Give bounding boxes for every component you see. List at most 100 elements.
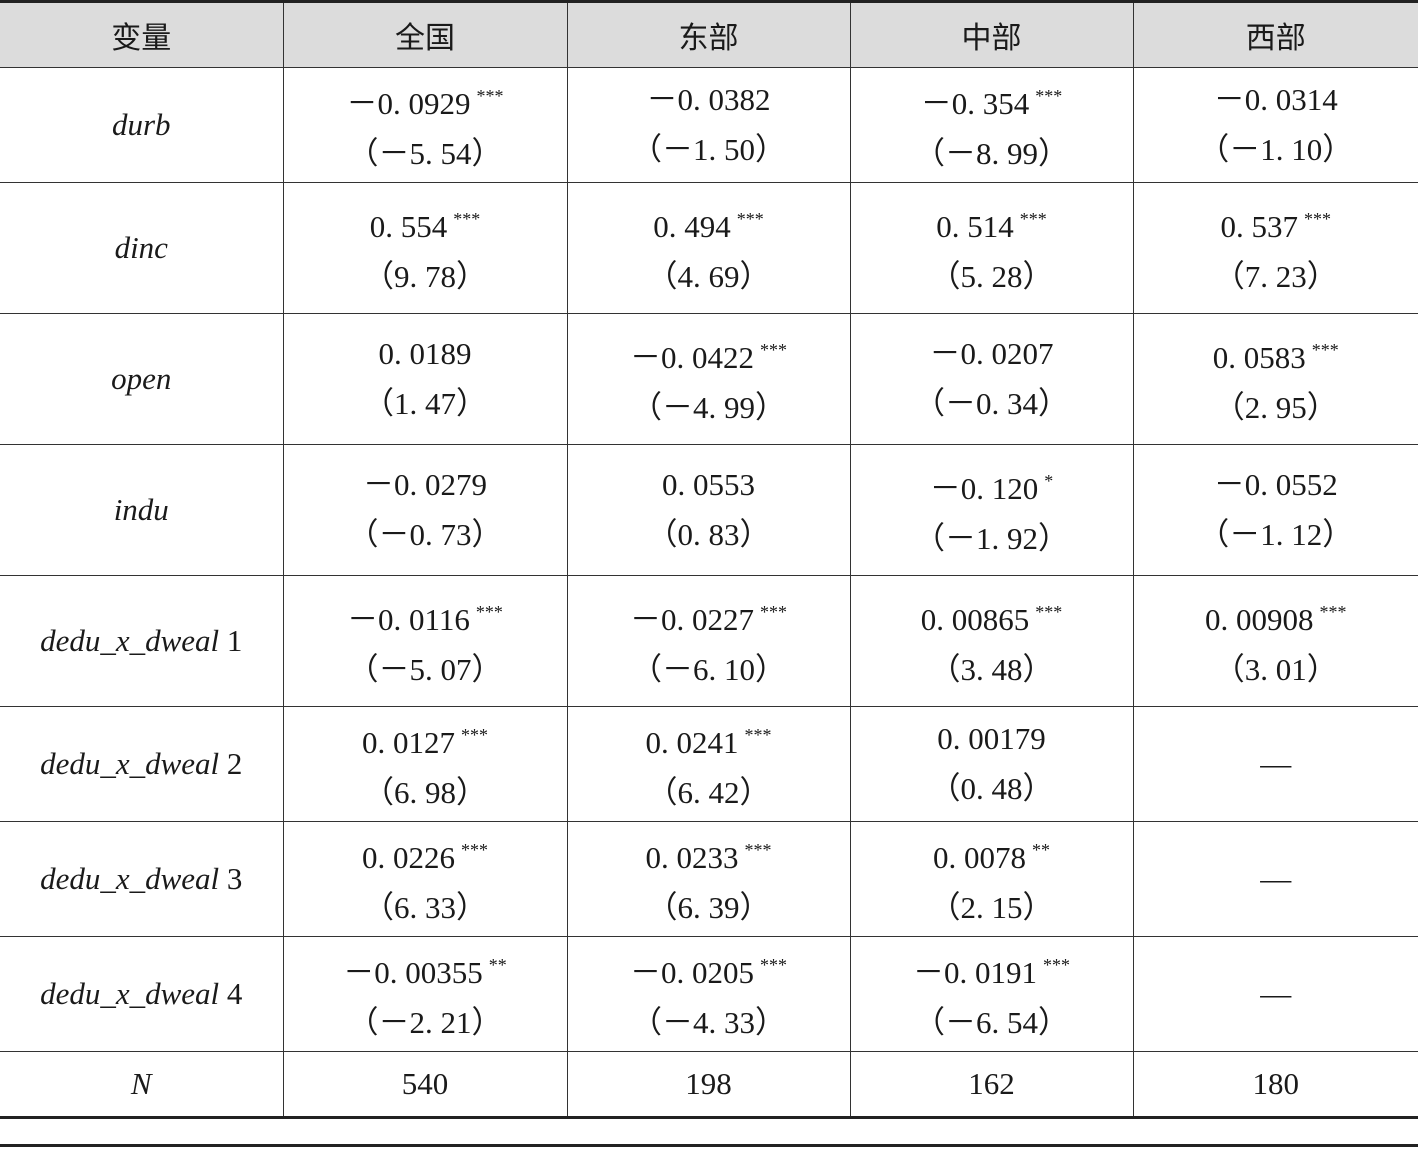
variable-name: open xyxy=(111,361,172,396)
value-cell: 0. 554 *** （9. 78） xyxy=(282,182,568,314)
t-statistic: （9. 78） xyxy=(363,259,487,294)
significance: *** xyxy=(1035,86,1063,106)
value-cell: －0. 0207 （－0. 34） xyxy=(849,313,1134,445)
t-statistic: （0. 83） xyxy=(646,517,771,552)
t-statistic: （－1. 92） xyxy=(914,521,1069,556)
coefficient: 0. 00865 xyxy=(920,602,1030,637)
coefficient: 0. 537 xyxy=(1220,209,1299,244)
t-line: （6. 39） xyxy=(568,883,850,933)
t-statistic: （5. 28） xyxy=(929,259,1054,294)
significance: *** xyxy=(1019,209,1047,229)
coefficient: －0. 0552 xyxy=(1213,467,1338,502)
coef-line: 0. 0553 xyxy=(568,460,850,510)
n-value: 540 xyxy=(282,1051,568,1118)
variable-name: dedu_x_dweal xyxy=(40,861,220,896)
coefficient: 0. 554 xyxy=(369,209,448,244)
n-value: 162 xyxy=(849,1051,1134,1118)
coefficient: 0. 00179 xyxy=(937,721,1046,756)
t-statistic: （6. 39） xyxy=(646,890,771,925)
data-row: open 0. 0189 （1. 47） －0. 0422 *** （－4. 99） －0.… xyxy=(0,313,1418,445)
coef-line: －0. 0422 *** xyxy=(568,325,850,383)
coef-line: 0. 494 *** xyxy=(568,194,850,252)
t-line: （－0. 73） xyxy=(284,510,567,560)
significance: *** xyxy=(461,840,488,860)
coefficient: －0. 120 xyxy=(929,471,1039,506)
t-line: （－5. 54） xyxy=(284,129,567,179)
variable-index: 3 xyxy=(226,861,243,896)
t-statistic: （0. 48） xyxy=(929,771,1054,806)
significance: *** xyxy=(453,209,481,229)
significance: *** xyxy=(461,725,488,745)
t-line: （－5. 07） xyxy=(284,645,567,695)
significance: *** xyxy=(1304,209,1331,229)
header-cell: 东部 xyxy=(566,1,851,68)
t-statistic: （－4. 33） xyxy=(631,1005,786,1040)
coef-line: －0. 0279 xyxy=(284,460,567,510)
coefficient: －0. 0207 xyxy=(929,336,1054,371)
value-cell: －0. 0227 *** （－6. 10） xyxy=(566,575,851,707)
t-line: （1. 47） xyxy=(284,379,567,429)
t-statistic: （－5. 07） xyxy=(347,652,503,687)
t-line: （4. 69） xyxy=(568,252,850,302)
coefficient: 0. 0189 xyxy=(378,336,472,371)
coef-line: 0. 537 *** xyxy=(1134,194,1418,252)
coefficient: 0. 0583 xyxy=(1212,340,1306,375)
value-cell: 0. 0233 *** （6. 39） xyxy=(566,821,851,937)
coefficient: －0. 0314 xyxy=(1213,82,1338,117)
variable-cell: open xyxy=(0,313,284,445)
coefficient: －0. 0227 xyxy=(630,602,754,637)
dash: — xyxy=(1260,746,1292,781)
variable-index: 2 xyxy=(226,746,243,781)
t-line: （0. 83） xyxy=(568,510,850,560)
value-cell: －0. 0279 （－0. 73） xyxy=(282,444,568,576)
coefficient: 0. 0241 xyxy=(645,725,739,760)
data-row: dedu_x_dweal 1 －0. 0116 *** （－5. 07） －0. 022… xyxy=(0,575,1418,707)
header-cell: 全国 xyxy=(282,1,568,68)
t-statistic: （－2. 21） xyxy=(347,1005,503,1040)
coefficient: 0. 494 xyxy=(653,209,731,244)
coefficient: －0. 0382 xyxy=(646,82,771,117)
header-cell: 变量 xyxy=(0,1,284,68)
value-cell: －0. 0314 （－1. 10） xyxy=(1132,67,1418,183)
significance: *** xyxy=(476,86,504,106)
variable-cell: durb xyxy=(0,67,284,183)
coef-line: －0. 0205 *** xyxy=(568,940,850,998)
variable-name: indu xyxy=(113,492,169,527)
n-row: N 540 198 162 180 xyxy=(0,1051,1418,1118)
value-cell: 0. 00865 *** （3. 48） xyxy=(849,575,1134,707)
value-cell: 0. 0189 （1. 47） xyxy=(282,313,568,445)
coef-line: －0. 0207 xyxy=(851,329,1133,379)
coef-line: －0. 0929 *** xyxy=(284,71,567,129)
significance: *** xyxy=(1311,340,1339,360)
t-line: （－8. 99） xyxy=(851,129,1133,179)
coef-line: 0. 00179 xyxy=(851,714,1133,764)
t-line: （2. 95） xyxy=(1134,383,1418,433)
t-statistic: （6. 98） xyxy=(363,775,487,810)
coefficient: 0. 0127 xyxy=(362,725,455,760)
t-line: （9. 78） xyxy=(284,252,567,302)
header-row: 变量 全国 东部 中部 西部 xyxy=(0,1,1418,68)
coef-line: －0. 0116 *** xyxy=(284,587,567,645)
variable-name: dinc xyxy=(114,230,168,265)
t-statistic: （－6. 10） xyxy=(631,652,786,687)
data-row: durb －0. 0929 *** （－5. 54） －0. 0382 （－1. 50）－… xyxy=(0,67,1418,183)
t-statistic: （7. 23） xyxy=(1213,259,1338,294)
value-cell: －0. 120 * （－1. 92） xyxy=(849,444,1134,576)
t-statistic: （2. 95） xyxy=(1213,390,1338,425)
t-statistic: （－1. 12） xyxy=(1198,517,1354,552)
coefficient: 0. 0233 xyxy=(645,840,739,875)
value-cell: 0. 00179 （0. 48） xyxy=(849,706,1134,822)
coef-line: 0. 0226 *** xyxy=(284,825,567,883)
t-statistic: （－4. 99） xyxy=(631,390,786,425)
value-cell: －0. 0191 *** （－6. 54） xyxy=(849,936,1134,1052)
variable-cell: dedu_x_dweal 3 xyxy=(0,821,284,937)
t-line: （6. 33） xyxy=(284,883,567,933)
coefficient: －0. 0191 xyxy=(913,955,1037,990)
coef-line: 0. 0583 *** xyxy=(1134,325,1418,383)
variable-name: durb xyxy=(111,107,171,142)
dash: — xyxy=(1260,861,1292,896)
coef-line: －0. 354 *** xyxy=(851,71,1133,129)
coefficient: －0. 0116 xyxy=(347,602,470,637)
value-cell: 0. 537 *** （7. 23） xyxy=(1132,182,1418,314)
value-cell: －0. 0422 *** （－4. 99） xyxy=(566,313,851,445)
